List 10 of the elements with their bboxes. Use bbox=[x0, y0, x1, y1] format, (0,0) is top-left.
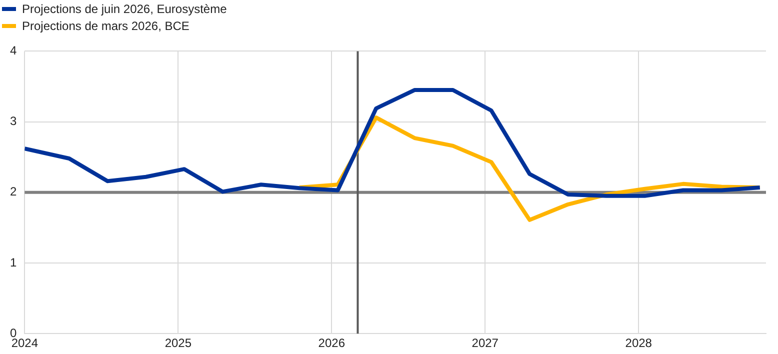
x-tick-label: 2026 bbox=[318, 336, 346, 350]
y-tick-label: 1 bbox=[10, 255, 17, 270]
y-tick-label: 2 bbox=[10, 184, 17, 199]
x-tick-label: 2028 bbox=[625, 336, 652, 350]
legend-label: Projections de mars 2026, BCE bbox=[22, 18, 190, 32]
y-tick-label: 4 bbox=[10, 44, 17, 58]
y-tick-label: 3 bbox=[10, 114, 17, 128]
x-tick-label: 2025 bbox=[164, 336, 192, 350]
legend-label: Projections de juin 2026, Eurosystème bbox=[22, 2, 227, 16]
x-tick-label: 2027 bbox=[472, 336, 499, 350]
